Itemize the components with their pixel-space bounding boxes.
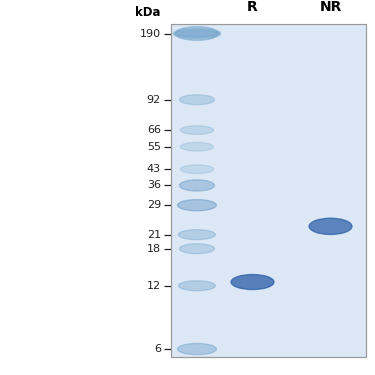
Ellipse shape [231, 274, 274, 290]
Ellipse shape [179, 95, 214, 105]
Ellipse shape [173, 30, 220, 39]
Ellipse shape [179, 244, 214, 254]
Ellipse shape [178, 281, 216, 291]
Text: 6: 6 [154, 344, 161, 354]
Text: 12: 12 [147, 281, 161, 291]
Ellipse shape [177, 200, 216, 211]
Text: R: R [247, 0, 258, 14]
Bar [171, 24, 366, 357]
Text: 190: 190 [140, 28, 161, 39]
Ellipse shape [176, 27, 218, 40]
Ellipse shape [177, 344, 216, 355]
Ellipse shape [180, 126, 213, 135]
Text: 36: 36 [147, 180, 161, 190]
Ellipse shape [173, 30, 220, 38]
Text: 18: 18 [147, 244, 161, 254]
Text: 66: 66 [147, 125, 161, 135]
Ellipse shape [179, 180, 214, 191]
Ellipse shape [173, 29, 220, 37]
Ellipse shape [180, 165, 213, 174]
Text: 92: 92 [147, 95, 161, 105]
Text: 43: 43 [147, 164, 161, 174]
Text: 21: 21 [147, 230, 161, 240]
Ellipse shape [178, 230, 216, 240]
Bar [171, 24, 366, 357]
Ellipse shape [180, 142, 213, 151]
Ellipse shape [173, 28, 220, 36]
Ellipse shape [173, 29, 220, 38]
Ellipse shape [309, 218, 352, 234]
Text: 55: 55 [147, 142, 161, 152]
Text: kDa: kDa [135, 6, 161, 20]
Text: NR: NR [320, 0, 342, 14]
Text: 29: 29 [147, 200, 161, 210]
